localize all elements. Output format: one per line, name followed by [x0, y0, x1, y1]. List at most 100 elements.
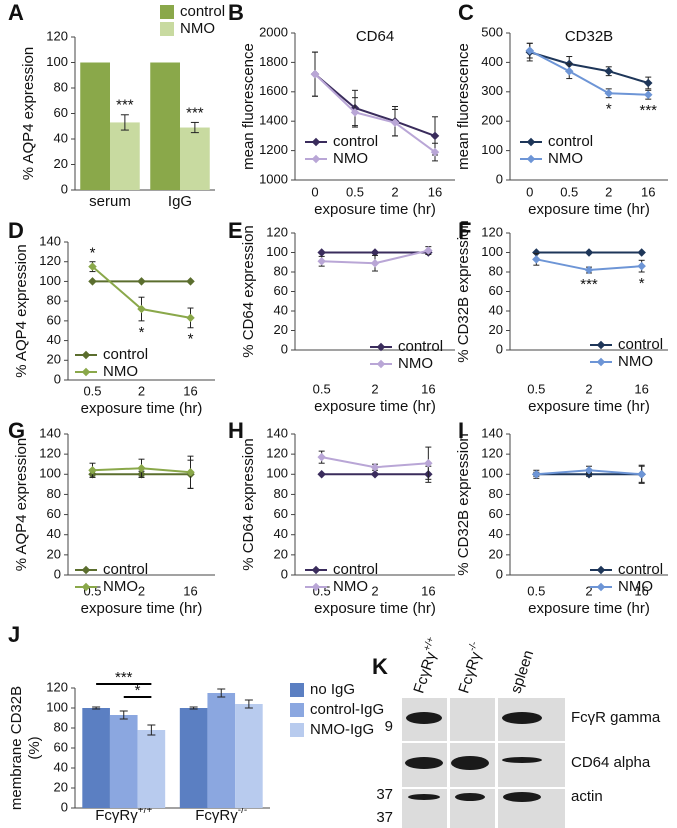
- blot-band: [405, 757, 443, 769]
- significance: ***: [639, 102, 657, 119]
- panel-letter: I: [458, 418, 464, 443]
- legend-label: NMO: [180, 20, 215, 37]
- x-axis-label: exposure time (hr): [314, 398, 436, 415]
- blot-band: [502, 712, 542, 724]
- y-tick-label: 40: [54, 759, 68, 774]
- x-tick-label: FcγRγ+/+: [95, 805, 152, 824]
- y-tick-label: 120: [481, 224, 503, 239]
- bar: [150, 62, 180, 190]
- legend-label: NMO: [618, 353, 653, 370]
- lane-gap: [447, 698, 450, 828]
- legend-label: control: [333, 561, 378, 578]
- x-tick-label: 2: [138, 583, 145, 598]
- legend-label: NMO: [333, 150, 368, 167]
- marker: [88, 277, 97, 286]
- legend-label: control: [548, 133, 593, 150]
- bar: [179, 708, 208, 808]
- y-tick-label: 0: [281, 341, 288, 356]
- marker: [317, 257, 326, 266]
- y-tick-label: 20: [47, 546, 61, 561]
- marker: [565, 66, 574, 76]
- legend-marker: [376, 359, 386, 369]
- y-tick-label: 40: [489, 526, 503, 541]
- size-marker: 37: [376, 786, 393, 803]
- x-tick-label: 2: [371, 381, 378, 396]
- y-tick-label: 1000: [259, 171, 288, 186]
- chart-title: CD32B: [565, 28, 613, 45]
- legend-marker: [526, 137, 536, 147]
- marker: [637, 248, 646, 257]
- y-tick-label: 100: [39, 273, 61, 288]
- marker: [186, 468, 195, 477]
- series-line: [314, 73, 436, 137]
- y-tick-label: 140: [266, 425, 288, 440]
- legend-label: NMO: [548, 150, 583, 167]
- legend-label: control: [618, 561, 663, 578]
- blot-band: [406, 712, 442, 724]
- legend-label: no IgG: [310, 681, 355, 698]
- y-tick-label: 60: [489, 283, 503, 298]
- legend-label: control: [398, 338, 443, 355]
- blot-band: [503, 792, 541, 802]
- x-axis-label: exposure time (hr): [314, 201, 436, 218]
- y-tick-label: 400: [481, 54, 503, 69]
- y-tick-label: 80: [47, 293, 61, 308]
- y-tick-label: 20: [489, 322, 503, 337]
- y-tick-label: 40: [47, 332, 61, 347]
- significance: *: [639, 275, 645, 292]
- marker: [317, 452, 326, 462]
- y-tick-label: 1800: [259, 54, 288, 69]
- y-tick-label: 100: [481, 466, 503, 481]
- x-tick-label: 16: [428, 184, 442, 199]
- y-tick-label: 140: [481, 425, 503, 440]
- y-tick-label: 120: [46, 679, 68, 694]
- size-marker: 37: [376, 809, 393, 826]
- legend-marker: [81, 350, 91, 360]
- x-tick-label: 0.5: [313, 381, 331, 396]
- y-tick-label: 100: [46, 699, 68, 714]
- y-tick-label: 80: [489, 486, 503, 501]
- x-tick-label: 16: [634, 381, 648, 396]
- y-tick-label: 60: [54, 105, 68, 120]
- legend-label: control: [180, 3, 225, 20]
- x-axis-label: exposure time (hr): [528, 398, 650, 415]
- marker: [644, 90, 653, 99]
- x-tick-label: 2: [585, 583, 592, 598]
- band-label: FcγR gamma: [571, 709, 661, 726]
- blot-band: [455, 793, 485, 801]
- y-axis-label: % CD32B expression: [455, 433, 472, 576]
- y-axis-label: % AQP4 expression: [20, 47, 37, 180]
- y-tick-label: 20: [274, 322, 288, 337]
- y-tick-label: 60: [489, 506, 503, 521]
- y-tick-label: 0: [496, 171, 503, 186]
- y-tick-label: 120: [266, 446, 288, 461]
- marker: [186, 277, 195, 286]
- bar: [235, 704, 263, 808]
- marker: [644, 78, 653, 88]
- y-tick-label: 40: [47, 526, 61, 541]
- blot-band: [451, 756, 489, 770]
- legend-label: control: [103, 346, 148, 363]
- bar: [180, 127, 210, 190]
- marker: [584, 248, 594, 257]
- significance: *: [135, 682, 141, 699]
- y-tick-label: 40: [54, 130, 68, 145]
- bar: [80, 62, 110, 190]
- legend-marker: [596, 340, 606, 350]
- legend-label: NMO: [103, 578, 138, 595]
- marker: [88, 466, 97, 475]
- marker: [186, 313, 195, 323]
- y-tick-label: 120: [46, 28, 68, 43]
- marker: [424, 246, 433, 255]
- x-axis-label: exposure time (hr): [314, 600, 436, 617]
- significance: *: [90, 245, 96, 262]
- legend-swatch: [290, 703, 304, 717]
- x-tick-label: serum: [89, 193, 131, 210]
- y-axis-label: % CD64 expression: [240, 225, 257, 358]
- marker: [604, 66, 613, 76]
- y-tick-label: 80: [274, 263, 288, 278]
- marker: [584, 265, 594, 275]
- y-tick-label: 1400: [259, 113, 288, 128]
- legend-label: NMO: [103, 363, 138, 380]
- legend-swatch: [290, 683, 304, 697]
